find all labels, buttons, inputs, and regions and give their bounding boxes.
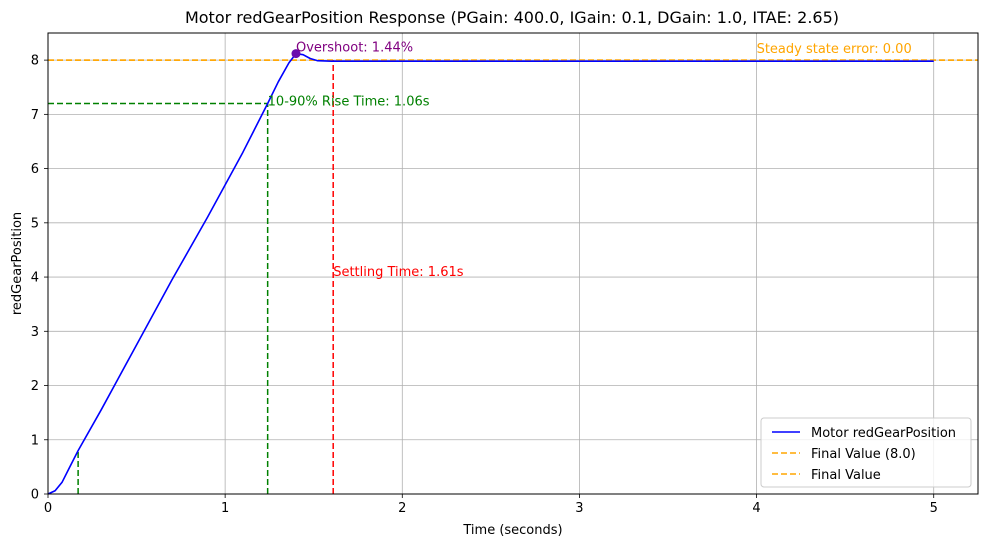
overshoot-point — [291, 49, 301, 59]
y-tick-label: 3 — [31, 325, 39, 340]
steady-state-annotation: Steady state error: 0.00 — [757, 42, 912, 57]
legend-item-series: Motor redGearPosition — [811, 426, 956, 441]
x-tick-label: 1 — [221, 501, 229, 516]
overshoot-annotation: Overshoot: 1.44% — [296, 41, 413, 56]
y-tick-label: 2 — [31, 379, 39, 394]
series-line-motor-redgearposition — [47, 52, 934, 495]
rise-time-annotation: 10-90% Rise Time: 1.06s — [268, 95, 430, 110]
plot-frame — [47, 32, 979, 495]
y-tick-label: 1 — [31, 433, 39, 448]
series-layer — [47, 49, 934, 495]
grid-lines — [47, 33, 978, 495]
y-axis-label: redGearPosition — [10, 212, 25, 315]
x-tick-label: 3 — [575, 501, 583, 516]
y-tick-label: 7 — [31, 108, 39, 123]
legend-item-final-value-8: Final Value (8.0) — [811, 447, 916, 462]
x-axis-label: Time (seconds) — [462, 523, 562, 538]
legend: Motor redGearPosition Final Value (8.0) … — [760, 417, 972, 488]
y-axis-ticks: 0 1 2 3 4 5 6 7 8 — [31, 54, 48, 503]
x-tick-label: 4 — [752, 501, 760, 516]
x-tick-label: 2 — [398, 501, 406, 516]
settling-time-annotation: Settling Time: 1.61s — [333, 265, 464, 280]
y-tick-label: 5 — [31, 216, 39, 231]
annotations-layer: Overshoot: 1.44% 10-90% Rise Time: 1.06s… — [268, 41, 912, 280]
x-tick-label: 5 — [930, 501, 938, 516]
y-tick-label: 4 — [31, 271, 39, 286]
legend-box — [760, 417, 972, 488]
chart-title: Motor redGearPosition Response (PGain: 4… — [185, 8, 839, 27]
x-tick-label: 0 — [44, 501, 52, 516]
metric-markers — [48, 60, 334, 494]
y-tick-label: 8 — [31, 54, 39, 69]
y-tick-label: 0 — [31, 488, 39, 503]
y-tick-label: 6 — [31, 162, 39, 177]
legend-item-final-value: Final Value — [811, 468, 881, 483]
x-axis-ticks: 0 1 2 3 4 5 — [44, 494, 938, 516]
